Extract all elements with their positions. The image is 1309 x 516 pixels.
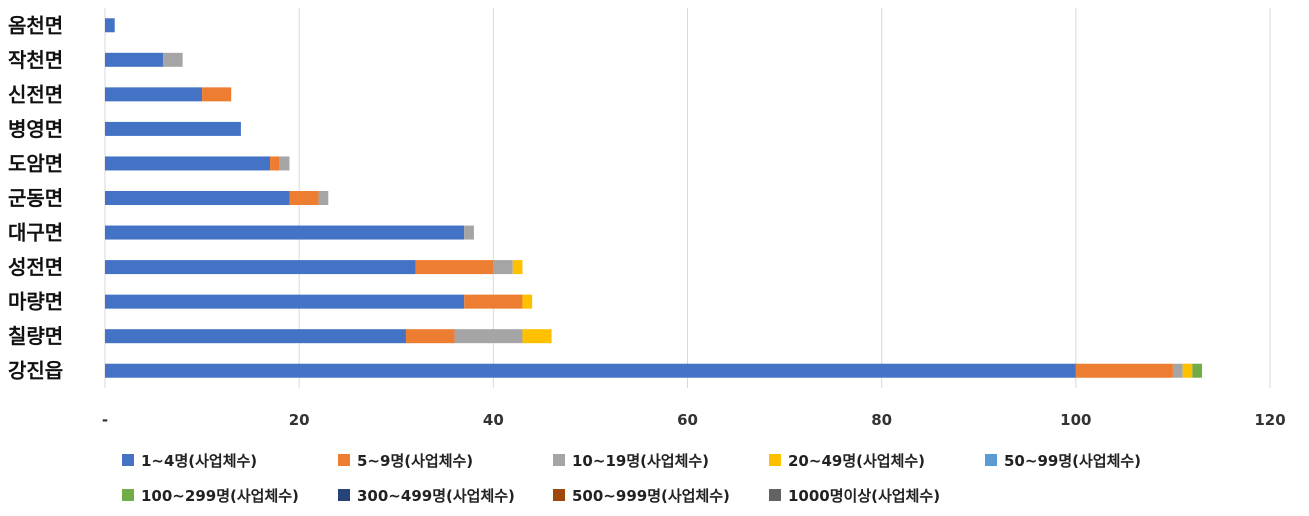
legend-swatch bbox=[122, 454, 134, 466]
bar-segment bbox=[105, 191, 290, 205]
legend-swatch bbox=[769, 489, 781, 501]
x-tick-label: 100 bbox=[1060, 411, 1091, 429]
bar-segment bbox=[105, 260, 416, 275]
bar-segment bbox=[105, 52, 164, 67]
bar-segment bbox=[279, 156, 290, 171]
legend-swatch bbox=[769, 454, 781, 466]
category-label: 강진읍 bbox=[8, 359, 63, 383]
bar-segment bbox=[318, 191, 329, 205]
legend-swatch bbox=[985, 454, 997, 466]
bar-segment bbox=[512, 260, 523, 275]
legend-label: 100~299명(사업체수) bbox=[141, 487, 299, 505]
legend-label: 500~999명(사업체수) bbox=[572, 487, 730, 505]
x-tick-label: 120 bbox=[1254, 411, 1285, 429]
bar-segment bbox=[105, 121, 241, 136]
bar-segment bbox=[105, 156, 271, 171]
category-label: 성전면 bbox=[8, 255, 63, 279]
bar-segment bbox=[163, 52, 183, 67]
legend-label: 5~9명(사업체수) bbox=[357, 452, 473, 470]
bar-segment bbox=[105, 225, 465, 240]
legend-label: 20~49명(사업체수) bbox=[788, 452, 925, 470]
category-label: 작천면 bbox=[8, 48, 63, 72]
bar-segment bbox=[105, 363, 1076, 378]
bar-segment bbox=[522, 294, 533, 309]
category-label: 병영면 bbox=[8, 117, 63, 141]
bar-segment bbox=[464, 225, 474, 240]
category-label: 군동면 bbox=[8, 186, 63, 210]
x-tick-label: 60 bbox=[677, 411, 698, 429]
x-tick-label: 20 bbox=[289, 411, 310, 429]
legend-label: 10~19명(사업체수) bbox=[572, 452, 709, 470]
x-tick-label: 80 bbox=[871, 411, 892, 429]
legend-label: 1000명이상(사업체수) bbox=[788, 487, 940, 505]
category-label: 옴천면 bbox=[8, 13, 63, 37]
bar-segment bbox=[105, 329, 406, 344]
bar-segment bbox=[289, 191, 319, 205]
bar-segment bbox=[105, 294, 465, 309]
category-label: 도암면 bbox=[8, 151, 63, 175]
legend-label: 300~499명(사업체수) bbox=[357, 487, 515, 505]
bar-segment bbox=[270, 156, 280, 171]
x-tick-label: - bbox=[102, 411, 108, 429]
bar-segment bbox=[522, 329, 552, 344]
bar-segment bbox=[1192, 363, 1203, 378]
legend-swatch bbox=[553, 454, 565, 466]
bar-segment bbox=[405, 329, 455, 344]
bar-segment bbox=[105, 87, 203, 102]
bar-segment bbox=[1182, 363, 1193, 378]
legend-label: 1~4명(사업체수) bbox=[141, 452, 257, 470]
bar-segment bbox=[464, 294, 523, 309]
legend-swatch bbox=[338, 489, 350, 501]
bar-segment bbox=[1172, 363, 1183, 378]
bar-segment bbox=[454, 329, 523, 344]
category-label: 대구면 bbox=[8, 221, 63, 245]
bar-segment bbox=[493, 260, 513, 275]
legend-swatch bbox=[338, 454, 350, 466]
category-label: 마량면 bbox=[8, 290, 63, 314]
bar-segment bbox=[415, 260, 494, 275]
category-label: 칠량면 bbox=[8, 324, 63, 348]
bar-segment bbox=[105, 18, 115, 33]
category-label: 신전면 bbox=[8, 82, 63, 106]
legend-swatch bbox=[122, 489, 134, 501]
bar-segment bbox=[1075, 363, 1173, 378]
legend-swatch bbox=[553, 489, 565, 501]
legend-label: 50~99명(사업체수) bbox=[1004, 452, 1141, 470]
bar-segment bbox=[202, 87, 232, 102]
x-tick-label: 40 bbox=[483, 411, 504, 429]
